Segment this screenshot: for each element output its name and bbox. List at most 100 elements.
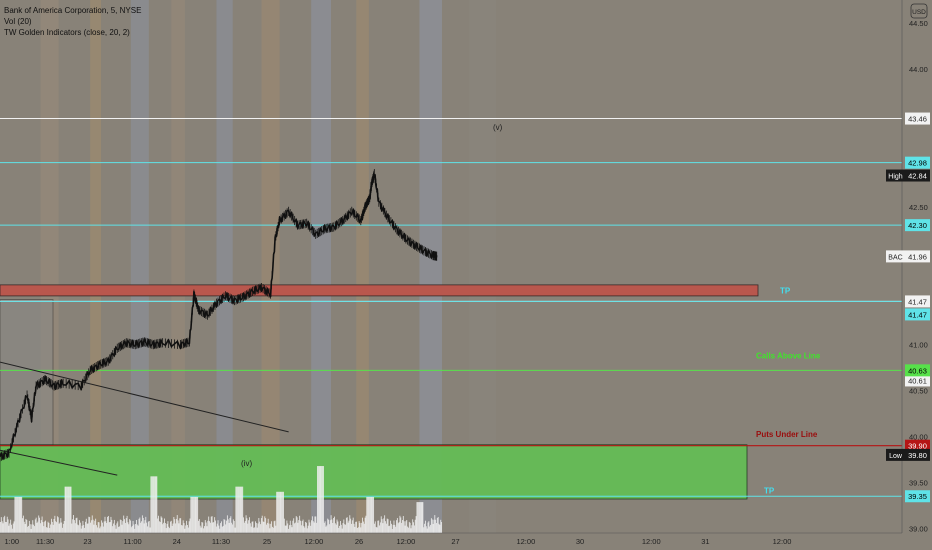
volume-bar xyxy=(155,476,157,533)
price-label-text: 42.98 xyxy=(908,159,927,168)
volume-bar xyxy=(264,516,266,533)
volume-bar xyxy=(93,524,95,533)
volume-bar xyxy=(131,525,133,533)
volume-bar xyxy=(320,466,322,533)
volume-bar xyxy=(148,520,150,533)
volume-bar xyxy=(337,521,339,533)
volume-bar xyxy=(319,466,321,533)
volume-bar xyxy=(30,528,32,533)
volume-bar xyxy=(159,522,161,533)
volume-bar xyxy=(398,522,400,533)
volume-bar xyxy=(314,516,316,533)
price-label: 39.90 xyxy=(905,439,930,452)
volume-bar xyxy=(334,516,335,533)
volume-bar xyxy=(57,517,59,533)
session-band xyxy=(216,0,233,533)
volume-bar xyxy=(288,528,290,533)
session-band xyxy=(311,0,332,533)
volume-bar xyxy=(160,516,162,533)
volume-bar xyxy=(180,518,182,533)
volume-bar xyxy=(42,522,44,533)
price-label-text: 42.30 xyxy=(908,221,927,230)
volume-bar xyxy=(270,523,272,533)
volume-bar xyxy=(385,521,386,533)
volume-bar xyxy=(419,502,420,533)
volume-bar xyxy=(355,521,357,533)
x-tick-label: 24 xyxy=(173,537,181,546)
volume-bar xyxy=(434,515,436,533)
volume-bar xyxy=(373,496,375,533)
volume-bar xyxy=(183,523,185,533)
volume-bar xyxy=(71,523,73,533)
volume-bar xyxy=(260,524,261,533)
volume-bar xyxy=(441,521,443,533)
price-label: 41.47 xyxy=(905,295,930,308)
volume-bar xyxy=(395,526,397,533)
volume-bar xyxy=(302,519,304,533)
volume-bars xyxy=(0,466,443,533)
session-band xyxy=(356,0,369,533)
volume-bar xyxy=(404,525,406,533)
volume-bar xyxy=(258,518,260,533)
volume-bar xyxy=(218,525,220,533)
volume-bar xyxy=(307,525,309,533)
volume-bar xyxy=(16,496,18,533)
volume-bar xyxy=(303,526,305,533)
volume-bar xyxy=(11,528,13,533)
volume-bar xyxy=(53,518,55,533)
volume-bar xyxy=(23,521,25,533)
volume-bar xyxy=(27,526,29,533)
volume-bar xyxy=(393,520,395,533)
volume-bar xyxy=(175,523,176,533)
volume-bar xyxy=(65,486,67,533)
volume-bar xyxy=(326,525,328,533)
price-label-box xyxy=(905,156,930,169)
volume-bar xyxy=(195,496,197,533)
volume-bar xyxy=(254,521,256,533)
volume-bar xyxy=(397,523,399,533)
volume-bar xyxy=(58,523,60,533)
price-label-box xyxy=(905,364,930,377)
volume-bar xyxy=(139,517,141,533)
volume-bar xyxy=(426,528,428,533)
marker-tag-box xyxy=(886,448,905,461)
volume-bar xyxy=(37,521,39,533)
price-axis xyxy=(902,0,932,550)
x-tick-label: 27 xyxy=(451,537,459,546)
volume-bar xyxy=(118,526,120,533)
volume-bar xyxy=(281,491,283,533)
volume-bar xyxy=(362,517,363,533)
volume-bar xyxy=(249,517,250,533)
currency-label: USD xyxy=(912,9,926,16)
volume-bar xyxy=(356,521,358,533)
y-tick-label: 42.50 xyxy=(909,203,928,212)
volume-bar xyxy=(318,466,320,533)
volume-bar xyxy=(10,519,12,533)
volume-bar xyxy=(351,523,352,533)
volume-bar xyxy=(341,528,343,533)
volume-bar xyxy=(256,527,258,533)
volume-bar xyxy=(283,491,284,533)
volume-bar xyxy=(127,522,129,533)
symbol-title[interactable]: Bank of America Corporation, 5, NYSE xyxy=(4,6,142,15)
volume-bar xyxy=(185,525,187,533)
volume-bar xyxy=(50,524,52,533)
golden-indicator-label[interactable]: TW Golden Indicators (close, 20, 2) xyxy=(4,28,130,37)
volume-bar xyxy=(157,518,159,533)
volume-bar xyxy=(365,515,367,533)
volume-bar xyxy=(224,519,226,533)
volume-bar xyxy=(231,522,233,533)
volume-bar xyxy=(269,528,271,533)
volume-bar xyxy=(163,522,165,533)
volume-bar xyxy=(150,476,152,533)
price-label-box xyxy=(905,295,930,308)
volume-bar xyxy=(348,520,350,533)
price-label-box xyxy=(905,439,930,452)
volume-bar xyxy=(135,519,137,533)
volume-bar xyxy=(170,520,172,533)
price-label-box xyxy=(905,308,930,321)
volume-bar xyxy=(101,522,103,533)
volume-bar xyxy=(389,525,391,533)
volume-indicator-label[interactable]: Vol (20) xyxy=(4,17,32,26)
